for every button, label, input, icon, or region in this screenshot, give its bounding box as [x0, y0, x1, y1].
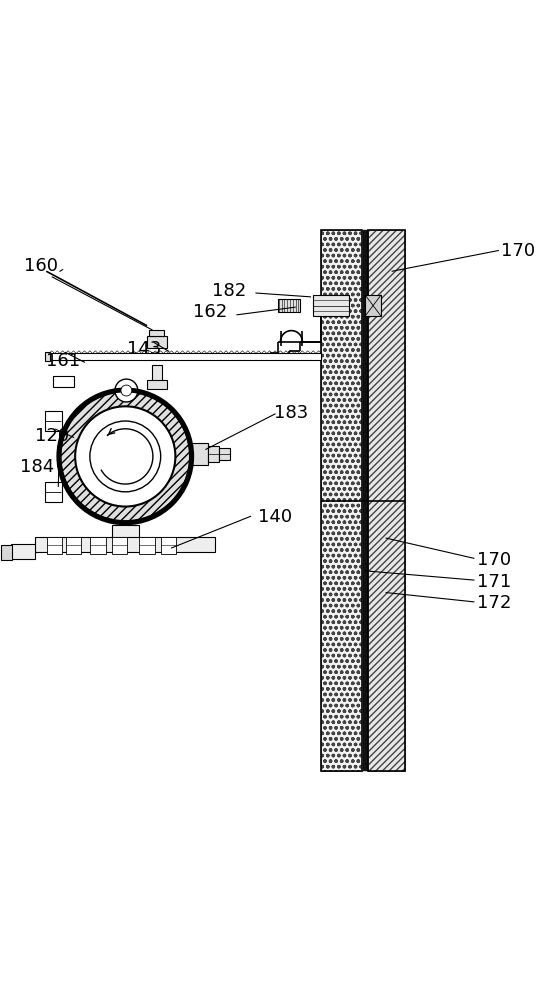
Bar: [45, 482, 62, 502]
Bar: [322, 230, 362, 771]
Bar: [161, 537, 177, 554]
Circle shape: [75, 406, 175, 507]
Bar: [66, 537, 81, 554]
Bar: [368, 230, 405, 771]
Bar: [45, 352, 50, 361]
Text: 120: 120: [35, 427, 69, 445]
Text: 170: 170: [476, 551, 511, 569]
Text: 161: 161: [46, 352, 80, 370]
Circle shape: [121, 385, 132, 396]
Bar: [53, 376, 74, 387]
Bar: [322, 230, 362, 771]
Bar: [149, 330, 165, 336]
Bar: [49, 353, 322, 360]
Text: 143: 143: [127, 340, 161, 358]
Bar: [313, 295, 349, 316]
Circle shape: [115, 379, 138, 402]
Bar: [365, 295, 382, 316]
Bar: [1, 545, 12, 560]
Bar: [220, 448, 231, 460]
Circle shape: [90, 421, 161, 492]
Bar: [192, 443, 208, 465]
Bar: [112, 525, 139, 546]
Bar: [208, 446, 220, 462]
Bar: [47, 537, 62, 554]
Circle shape: [61, 392, 190, 521]
Bar: [11, 544, 35, 559]
Bar: [147, 380, 167, 389]
Bar: [152, 365, 162, 383]
Bar: [140, 537, 155, 554]
Text: 182: 182: [211, 282, 246, 300]
Text: 140: 140: [258, 508, 292, 526]
Bar: [112, 537, 128, 554]
Bar: [35, 537, 215, 552]
Text: 160: 160: [24, 257, 58, 275]
Bar: [45, 411, 62, 431]
Bar: [368, 230, 405, 771]
Bar: [147, 336, 167, 348]
Text: 171: 171: [476, 573, 511, 591]
Bar: [90, 537, 106, 554]
Bar: [278, 299, 300, 312]
Text: 162: 162: [192, 303, 227, 321]
Bar: [362, 230, 368, 771]
Text: 183: 183: [274, 404, 308, 422]
Text: 172: 172: [476, 594, 511, 612]
Text: 184: 184: [20, 458, 54, 476]
Text: 170: 170: [501, 242, 535, 260]
